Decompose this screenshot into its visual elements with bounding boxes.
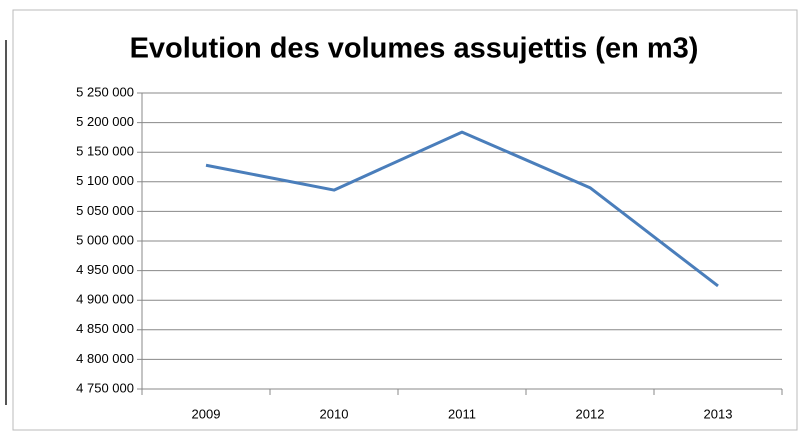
y-tick-label: 4 900 000 [76, 292, 134, 307]
y-tick-label: 5 150 000 [76, 144, 134, 159]
data-line [205, 130, 719, 288]
y-tick-label: 4 950 000 [76, 262, 134, 277]
y-tick-label: 4 750 000 [76, 380, 134, 395]
y-tick-label: 5 100 000 [76, 173, 134, 188]
y-tick-label: 4 850 000 [76, 321, 134, 336]
x-tick-label: 2013 [704, 406, 733, 421]
y-tick-label: 5 200 000 [76, 114, 134, 129]
y-tick-label: 5 000 000 [76, 232, 134, 247]
chart-frame [12, 9, 798, 431]
x-tick-label: 2011 [448, 406, 476, 421]
x-tick-label: 2010 [320, 406, 349, 421]
y-tick-label: 5 050 000 [76, 203, 134, 218]
y-tick-label: 5 250 000 [76, 84, 134, 99]
x-tick-label: 2009 [192, 406, 221, 421]
x-tick-label: 2012 [576, 406, 605, 421]
y-tick-label: 4 800 000 [76, 351, 134, 366]
chart-title: Evolution des volumes assujettis (en m3) [130, 33, 699, 65]
